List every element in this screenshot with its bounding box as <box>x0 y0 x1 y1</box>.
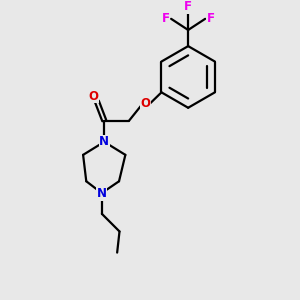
Text: N: N <box>97 188 107 200</box>
Text: O: O <box>140 97 150 110</box>
Text: O: O <box>88 90 98 103</box>
Text: F: F <box>184 0 192 13</box>
Text: N: N <box>99 135 109 148</box>
Text: F: F <box>206 12 214 25</box>
Text: F: F <box>162 12 170 25</box>
